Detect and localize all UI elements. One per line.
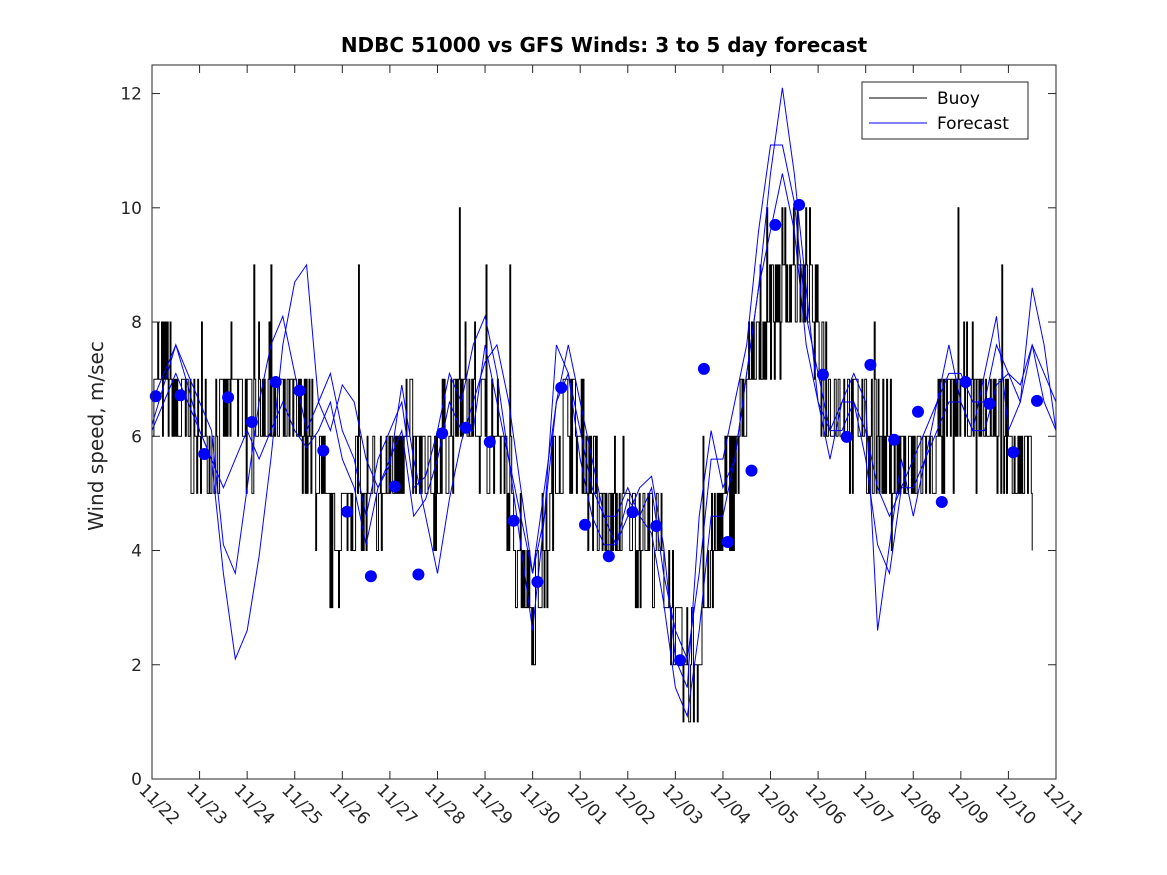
x-tick-label: 12/03 [658, 780, 707, 829]
x-tick-label: 11/30 [515, 780, 564, 829]
forecast-marker [769, 218, 782, 231]
forecast-marker [840, 430, 853, 443]
y-tick-label: 8 [131, 313, 142, 333]
forecast-marker [912, 405, 924, 418]
forecast-marker [674, 654, 687, 667]
forecast-marker [245, 416, 258, 428]
forecast-marker [174, 389, 187, 402]
y-tick-label: 6 [131, 427, 142, 447]
x-tick-label: 11/28 [420, 780, 469, 829]
forecast-marker [388, 480, 401, 493]
forecast-marker [364, 570, 377, 583]
forecast-marker [721, 536, 734, 548]
x-tick-label: 12/06 [801, 780, 850, 829]
legend: Buoy Forecast [861, 81, 1029, 140]
forecast-line-3 [151, 173, 1057, 719]
forecast-markers [149, 198, 1043, 667]
x-tick-label: 12/05 [753, 780, 802, 829]
legend-box [861, 81, 1029, 140]
buoy-series [152, 207, 1033, 723]
forecast-marker [1031, 394, 1043, 407]
plot-frame [151, 64, 1057, 780]
y-tick-label: 4 [131, 542, 142, 562]
forecast-marker [341, 505, 354, 518]
forecast-marker [626, 506, 639, 519]
x-tick-label: 12/01 [563, 780, 612, 829]
x-tick-label: 12/07 [848, 780, 897, 829]
legend-forecast-label: Forecast [937, 114, 1009, 134]
y-axis-label: Wind speed, m/sec [84, 341, 108, 531]
x-tick-label: 11/24 [230, 780, 279, 829]
x-tick-label: 12/04 [705, 780, 754, 829]
forecast-marker [697, 362, 710, 375]
legend-buoy-label: Buoy [937, 89, 980, 109]
forecast-marker [983, 397, 996, 410]
forecast-marker [531, 575, 544, 588]
y-tick-label: 0 [131, 770, 142, 790]
forecast-marker [650, 520, 663, 532]
forecast-marker [864, 358, 877, 371]
forecast-marker [555, 381, 568, 394]
forecast-series [151, 87, 1057, 719]
x-tick-label: 12/02 [610, 780, 659, 829]
forecast-marker [793, 198, 806, 211]
forecast-marker [483, 436, 496, 448]
forecast-marker [269, 376, 282, 388]
y-tick-label: 10 [120, 199, 142, 219]
forecast-marker [293, 384, 306, 397]
x-tick-label: 12/11 [1038, 780, 1087, 829]
x-tick-label: 12/09 [943, 780, 992, 829]
forecast-marker [460, 421, 472, 434]
buoy-line [152, 207, 1033, 723]
forecast-marker [1007, 446, 1020, 459]
y-tick-label: 2 [131, 656, 142, 676]
forecast-marker [222, 391, 235, 404]
forecast-marker [602, 550, 615, 563]
x-tick-label: 11/27 [372, 780, 421, 829]
forecast-marker [579, 518, 591, 531]
forecast-marker [198, 448, 211, 460]
plot-background [152, 65, 1056, 779]
x-tick-label: 12/10 [991, 780, 1040, 829]
y-tick-label: 12 [120, 85, 142, 105]
forecast-marker [507, 514, 520, 527]
plot-area [149, 64, 1057, 780]
forecast-marker [412, 568, 425, 581]
x-tick-label: 11/29 [468, 780, 517, 829]
forecast-marker [959, 376, 972, 388]
chart-title: NDBC 51000 vs GFS Winds: 3 to 5 day fore… [341, 33, 868, 57]
x-tick-label: 11/26 [325, 780, 374, 829]
forecast-marker [436, 427, 449, 440]
forecast-marker [745, 464, 758, 477]
forecast-marker [935, 496, 948, 508]
x-tick-label: 11/22 [134, 780, 183, 829]
forecast-marker [816, 368, 829, 381]
forecast-marker [317, 444, 330, 457]
y-axis: 0 2 4 6 8 10 12 [120, 85, 1056, 790]
forecast-line-2 [151, 144, 1057, 661]
forecast-marker [888, 433, 901, 446]
x-tick-label: 11/25 [277, 780, 326, 829]
x-tick-label: 11/23 [182, 780, 231, 829]
forecast-marker [149, 390, 162, 403]
x-tick-label: 12/08 [896, 780, 945, 829]
